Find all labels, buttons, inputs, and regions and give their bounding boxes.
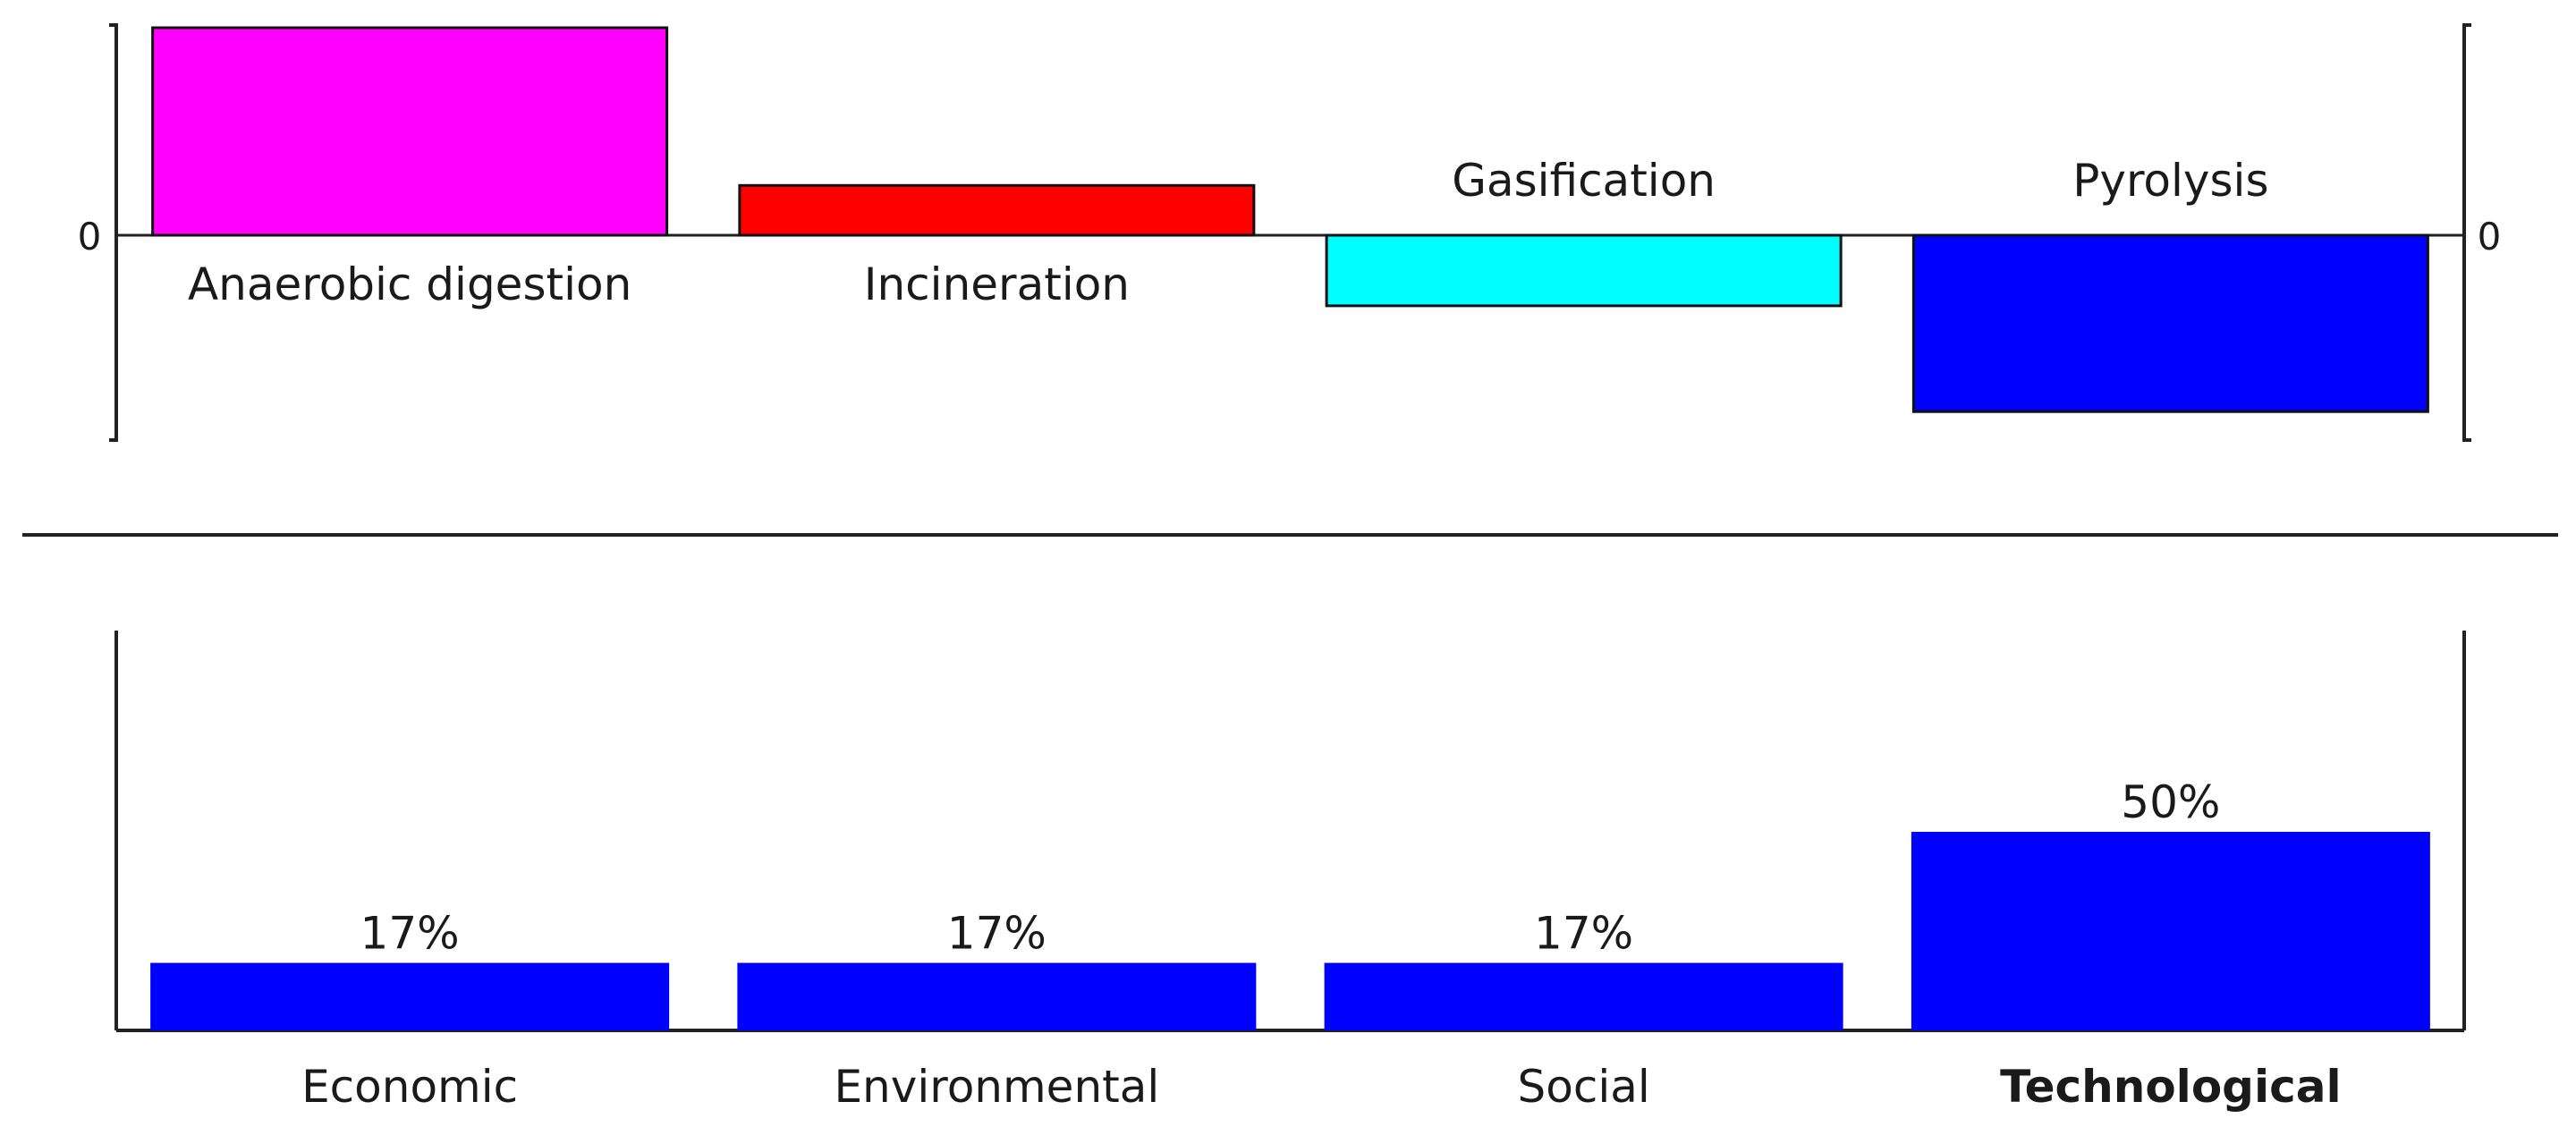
bar-incineration[interactable] (738, 183, 1256, 237)
weight-value-environmental: 17% (947, 908, 1046, 960)
bar-gasification[interactable] (1325, 233, 1843, 308)
weight-value-social: 17% (1534, 908, 1633, 960)
bar-anaerobic-digestion[interactable] (151, 26, 669, 237)
weight-bar-environmental[interactable] (737, 962, 1257, 1030)
alternative-label-incineration: Incineration (864, 258, 1130, 310)
criterion-label-economic[interactable]: Economic (301, 1061, 518, 1113)
criterion-label-technological[interactable]: Technological (2000, 1061, 2342, 1113)
top-right-axis (2462, 23, 2471, 442)
weight-bar-economic[interactable] (150, 962, 670, 1030)
weight-value-economic: 17% (360, 908, 460, 960)
criterion-label-social[interactable]: Social (1518, 1061, 1650, 1113)
weight-value-technological: 50% (2121, 776, 2220, 828)
top-left-axis (109, 23, 118, 442)
top-right-zero-label: 0 (2478, 215, 2502, 258)
weight-bar-social[interactable] (1324, 962, 1843, 1030)
alternative-label-pyrolysis: Pyrolysis (2072, 155, 2268, 207)
criterion-label-environmental[interactable]: Environmental (834, 1061, 1159, 1113)
bar-pyrolysis[interactable] (1911, 233, 2429, 413)
weight-bar-technological[interactable] (1911, 832, 2430, 1030)
alternative-label-anaerobic-digestion: Anaerobic digestion (188, 258, 631, 310)
top-left-zero-label: 0 (78, 215, 102, 258)
alternative-label-gasification: Gasification (1452, 155, 1716, 207)
